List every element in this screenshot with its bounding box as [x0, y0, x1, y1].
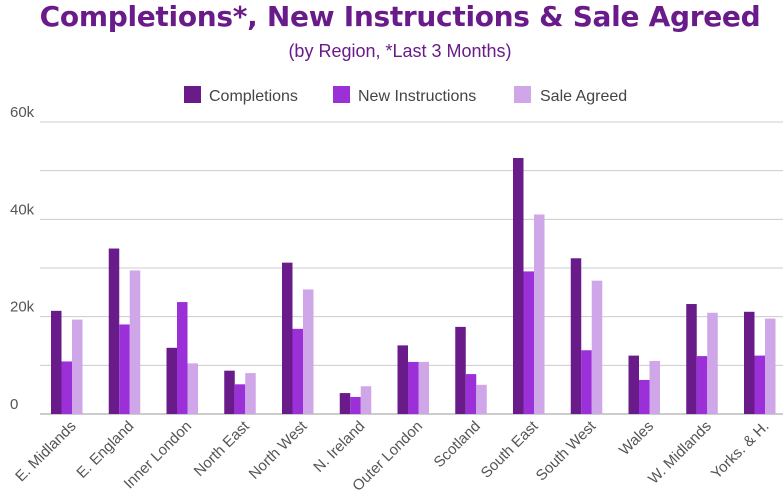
y-tick-label: 40k	[10, 201, 35, 218]
chart-title: Completions*, New Instructions & Sale Ag…	[39, 0, 761, 33]
bar-completions-south-east	[513, 158, 524, 414]
bar-new-instructions-outer-london	[408, 361, 419, 414]
bar-completions-north-west	[282, 262, 293, 414]
bar-sale-agreed-south-west	[591, 280, 603, 414]
bar-new-instructions-w-midlands	[696, 356, 708, 414]
bar-sale-agreed-north-west	[303, 289, 314, 414]
bar-completions-e-midlands	[51, 310, 62, 414]
bar-sale-agreed-wales	[649, 360, 660, 414]
bar-sale-agreed-w-midlands	[707, 312, 718, 414]
bar-new-instructions-e-england	[119, 324, 130, 414]
bar-sale-agreed-yorks-h	[765, 318, 776, 414]
bar-new-instructions-yorks-h	[754, 355, 765, 414]
bar-new-instructions-scotland	[465, 374, 477, 414]
bar-new-instructions-north-east	[234, 384, 246, 414]
bar-sale-agreed-outer-london	[418, 361, 429, 414]
bar-new-instructions-north-west	[292, 328, 303, 414]
bar-new-instructions-wales	[639, 379, 650, 414]
bar-completions-n-ireland	[339, 393, 351, 414]
x-tick-label: N. Ireland	[310, 418, 368, 476]
bar-completions-wales	[628, 355, 639, 414]
bar-completions-yorks-h	[744, 311, 755, 414]
bar-sale-agreed-e-england	[129, 270, 141, 414]
bar-new-instructions-south-west	[581, 350, 592, 414]
bar-completions-e-england	[108, 248, 120, 414]
legend-swatch	[184, 86, 201, 103]
y-tick-label: 20k	[10, 299, 35, 316]
bar-sale-agreed-south-east	[534, 214, 545, 414]
x-tick-label: Wales	[616, 418, 657, 459]
bar-sale-agreed-n-ireland	[360, 386, 372, 414]
bar-new-instructions-n-ireland	[350, 396, 361, 414]
bar-completions-outer-london	[397, 345, 408, 414]
bar-new-instructions-inner-london	[177, 302, 188, 414]
bar-completions-inner-london	[166, 347, 177, 414]
x-tick-label: Yorks. & H.	[708, 418, 773, 483]
legend-swatch	[333, 86, 350, 103]
legend-label: Completions	[209, 88, 298, 105]
bar-new-instructions-e-midlands	[61, 361, 72, 414]
legend-swatch	[514, 86, 531, 103]
x-tick-label: North East	[191, 417, 254, 480]
legend-label: Sale Agreed	[540, 88, 627, 105]
x-tick-label: South West	[533, 417, 600, 484]
bar-completions-south-west	[570, 258, 582, 414]
chart-subtitle: (by Region, *Last 3 Months)	[288, 41, 512, 61]
y-tick-label: 0	[10, 396, 18, 413]
bar-sale-agreed-e-midlands	[72, 319, 83, 414]
x-tick-label: E. Midlands	[12, 418, 79, 485]
x-tick-label: Scotland	[431, 418, 484, 471]
legend-label: New Instructions	[358, 88, 476, 105]
bar-new-instructions-south-east	[523, 271, 534, 414]
x-tick-label: North West	[246, 417, 311, 482]
bar-completions-w-midlands	[686, 304, 697, 414]
y-tick-label: 60k	[10, 104, 35, 121]
bar-completions-scotland	[455, 326, 466, 414]
bar-sale-agreed-scotland	[476, 384, 487, 414]
bar-sale-agreed-north-east	[245, 373, 256, 414]
bar-sale-agreed-inner-london	[187, 363, 198, 414]
bar-completions-north-east	[224, 370, 235, 414]
